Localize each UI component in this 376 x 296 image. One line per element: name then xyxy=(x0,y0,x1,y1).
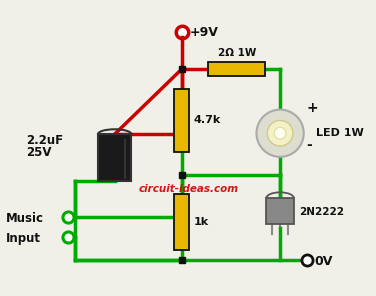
Text: -: - xyxy=(307,138,312,152)
Text: 1k: 1k xyxy=(193,217,209,227)
Circle shape xyxy=(274,127,286,139)
FancyBboxPatch shape xyxy=(174,89,190,152)
Text: 25V: 25V xyxy=(26,146,52,159)
Text: +: + xyxy=(307,101,318,115)
Text: Input: Input xyxy=(6,232,41,245)
Text: 4.7k: 4.7k xyxy=(193,115,221,126)
Circle shape xyxy=(256,110,304,157)
Text: circuit-ideas.com: circuit-ideas.com xyxy=(138,184,238,194)
Text: 2N2222: 2N2222 xyxy=(299,207,344,217)
Text: 0V: 0V xyxy=(315,255,333,268)
Text: LED 1W: LED 1W xyxy=(315,128,363,138)
FancyBboxPatch shape xyxy=(174,194,190,250)
FancyBboxPatch shape xyxy=(208,62,265,76)
FancyBboxPatch shape xyxy=(266,198,294,224)
Text: Music: Music xyxy=(6,213,44,226)
FancyBboxPatch shape xyxy=(98,134,131,181)
Text: 2Ω 1W: 2Ω 1W xyxy=(218,48,256,58)
Text: +9V: +9V xyxy=(190,26,218,39)
Circle shape xyxy=(267,120,293,146)
Text: 2.2uF: 2.2uF xyxy=(26,134,63,147)
